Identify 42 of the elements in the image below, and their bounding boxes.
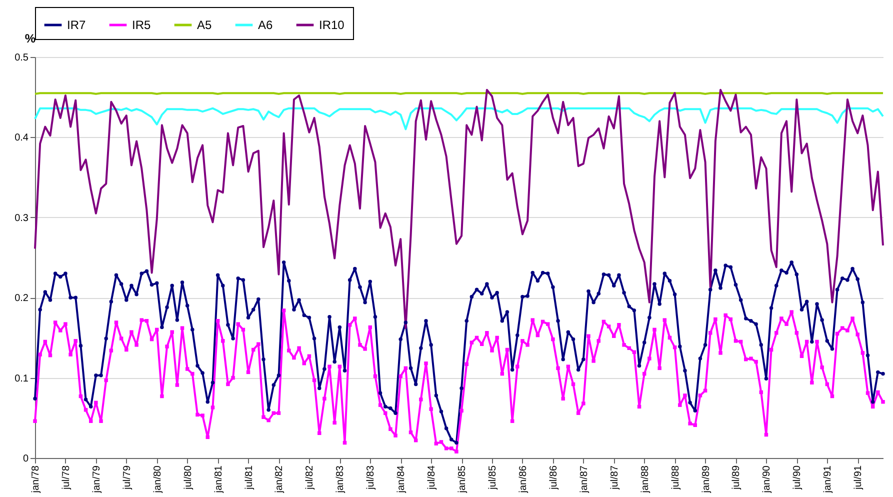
x-tick-label: jan/87 [578, 465, 590, 494]
x-tick-label: jan/85 [457, 465, 468, 494]
line-series [34, 88, 884, 330]
y-axis-title: % [24, 32, 36, 46]
y-tick-label: 0.2 [14, 293, 29, 304]
x-tick-label: jul/82 [304, 465, 316, 490]
x-tick-label: jul/78 [60, 465, 72, 490]
x-tick-label: jul/87 [609, 465, 620, 490]
x-tick-label: jan/86 [518, 465, 529, 494]
x-tick-label: jan/89 [700, 465, 712, 494]
x-tick-label: jan/80 [152, 465, 164, 494]
x-tick-label: jul/80 [182, 465, 194, 490]
x-tick-label: jan/81 [213, 465, 224, 494]
x-tick-label: jul/91 [853, 465, 864, 490]
x-tick-label: jul/84 [426, 465, 438, 490]
legend-label: IR10 [319, 18, 345, 32]
x-tick-label: jan/78 [30, 465, 42, 494]
x-tick-label: jan/82 [274, 465, 286, 494]
y-tick-label: 0.5 [14, 52, 29, 64]
x-tick-label: jul/85 [488, 465, 499, 490]
x-tick-label: jul/81 [244, 465, 255, 490]
x-tick-label: jan/91 [822, 465, 834, 494]
y-tick-label: 0.1 [14, 373, 29, 384]
x-tick-label: jul/83 [366, 465, 377, 490]
x-tick-label: jul/79 [122, 465, 133, 490]
x-tick-label: jan/79 [91, 465, 102, 494]
x-tick-label: jul/89 [731, 465, 742, 490]
x-tick-label: jan/90 [762, 465, 773, 494]
legend-label: A5 [197, 18, 212, 32]
x-tick-label: jan/83 [335, 465, 346, 494]
x-tick-label: jul/86 [548, 465, 560, 490]
x-tick-label: jul/88 [670, 465, 682, 490]
x-tick-label: jan/88 [640, 465, 651, 494]
line-series [34, 107, 884, 130]
y-tick-label: 0.4 [14, 132, 29, 144]
legend-label: A6 [258, 18, 274, 32]
legend-label: IR5 [132, 18, 151, 32]
legend-label: IR7 [67, 18, 86, 32]
y-tick-label: 0.3 [14, 212, 29, 224]
x-tick-label: jul/90 [792, 465, 804, 490]
y-tick-label: 0 [22, 454, 29, 464]
x-tick-label: jan/84 [396, 465, 408, 494]
